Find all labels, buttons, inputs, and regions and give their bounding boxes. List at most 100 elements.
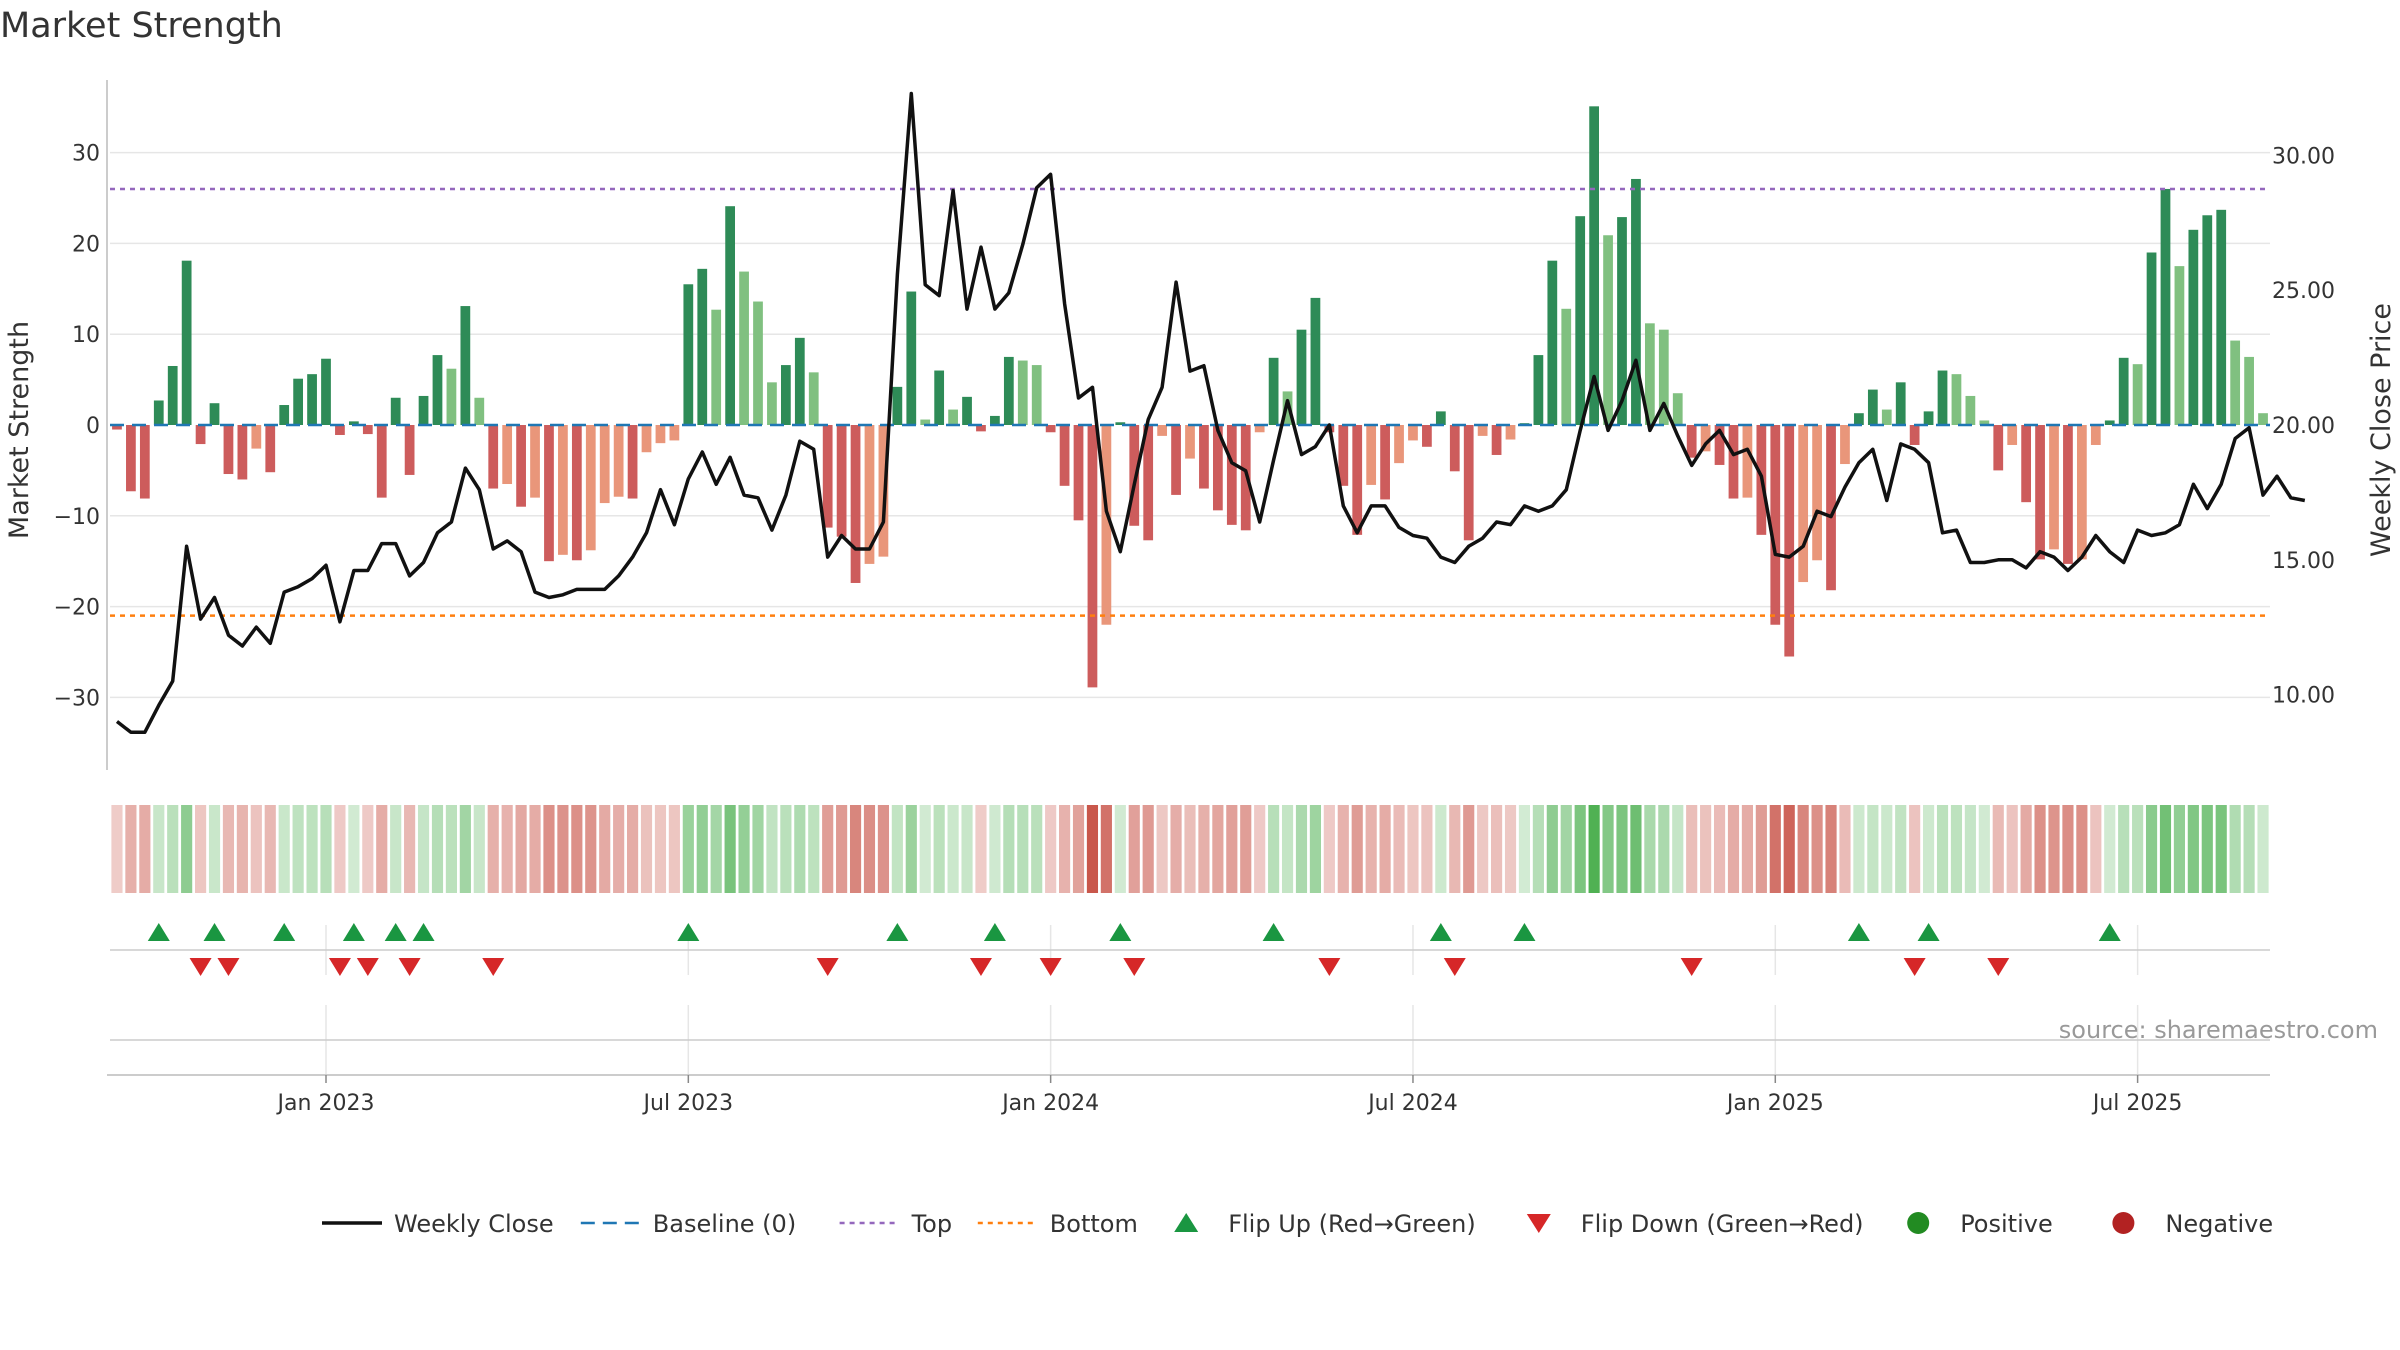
strength-bar [1045, 425, 1056, 433]
strength-bar [1101, 425, 1112, 625]
strength-bar [1937, 370, 1948, 425]
legend-label: Flip Up (Red→Green) [1228, 1210, 1476, 1238]
heat-cell [2243, 805, 2255, 893]
heat-cell [599, 805, 611, 893]
heat-cell [1449, 805, 1461, 893]
flip-up-marker [886, 923, 909, 941]
strength-bar [1031, 365, 1042, 425]
strength-bar [1059, 425, 1070, 486]
strength-bar [669, 425, 680, 441]
heat-cell [1435, 805, 1447, 893]
strength-bar [516, 425, 526, 507]
heat-cell [1909, 805, 1921, 893]
strength-bar [2063, 425, 2073, 564]
flip-down-marker [189, 958, 212, 976]
strength-bar [348, 421, 359, 425]
heat-cell [877, 805, 889, 893]
strength-bar [1087, 425, 1098, 688]
flip-up-marker [147, 923, 170, 941]
strength-bar [1352, 425, 1363, 535]
heat-cell [1672, 805, 1684, 893]
y2-tick-label: 25.00 [2272, 279, 2335, 304]
heat-cell [334, 805, 346, 893]
heat-cell [640, 805, 653, 893]
strength-bar [279, 405, 290, 425]
strength-bar [683, 284, 694, 425]
heat-cell [362, 805, 374, 893]
strength-bar [1449, 425, 1460, 472]
heat-cell [222, 805, 235, 893]
strength-bar [1742, 425, 1753, 498]
heat-cell [752, 805, 764, 893]
strength-bar [1282, 391, 1293, 425]
legend-label: Baseline (0) [653, 1210, 796, 1238]
chart-title: Market Strength [0, 6, 283, 46]
flip-up-marker [1917, 923, 1940, 941]
heat-cell [682, 805, 694, 893]
flip-down-marker [328, 958, 351, 976]
heat-cell [627, 805, 639, 893]
heat-cell [724, 805, 736, 893]
heat-cell [1365, 805, 1377, 893]
heat-cell [2159, 805, 2172, 893]
strength-bar [251, 425, 262, 449]
strength-bar [1672, 393, 1683, 425]
strength-bar [1686, 425, 1697, 458]
heat-cell [1741, 805, 1753, 893]
strength-bar [2244, 356, 2254, 425]
x-tick-label: Jan 2025 [1725, 1091, 1824, 1116]
heat-cell [348, 805, 360, 893]
strength-bar [990, 415, 1000, 425]
strength-bar [1463, 425, 1474, 541]
strength-bar [753, 301, 763, 425]
strength-bar [627, 425, 638, 499]
heat-cell [2257, 805, 2269, 893]
heat-cell [1797, 805, 1809, 893]
strength-bar [2021, 425, 2032, 503]
heat-cell [1170, 805, 1182, 893]
heat-cell [1867, 805, 1879, 893]
strength-bar [488, 425, 499, 489]
flip-up-marker [1262, 923, 1285, 941]
strength-bar [1547, 260, 1558, 425]
strength-bar [1784, 425, 1795, 657]
strength-bar [808, 372, 819, 425]
flip-down-marker [1987, 958, 2010, 976]
heat-cell [1574, 805, 1586, 893]
y-tick-label: 0 [86, 414, 100, 439]
legend-flip-up-swatch [1174, 1213, 1199, 1232]
y-axis-title: Market Strength [4, 321, 35, 539]
x-tick-label: Jan 2024 [1000, 1091, 1099, 1116]
heat-cell [1156, 805, 1168, 893]
strength-bar [850, 425, 861, 583]
heat-cell [1630, 805, 1642, 893]
strength-bar [1979, 420, 1990, 425]
strength-bar [502, 425, 513, 485]
strength-bar [892, 386, 903, 425]
heat-cell [2034, 805, 2046, 893]
strength-bar [195, 425, 206, 445]
heat-cell [1059, 805, 1071, 893]
strength-bar [2049, 425, 2059, 550]
strength-bar [2007, 425, 2018, 445]
heat-cell [989, 805, 1001, 893]
heat-cell [1950, 805, 1963, 893]
heat-cell [111, 805, 123, 893]
heat-cell [1616, 805, 1628, 893]
heat-cell [1072, 805, 1085, 893]
strength-bar [1408, 425, 1418, 441]
flip-down-marker [816, 958, 839, 976]
strength-bar [2132, 364, 2143, 425]
flip-up-marker [983, 923, 1006, 941]
legend-positive-swatch [1907, 1212, 1930, 1234]
strength-bar [1575, 216, 1586, 425]
heat-cell [292, 805, 304, 893]
strength-bar [1867, 389, 1878, 425]
strength-bar [2104, 420, 2115, 425]
strength-bar [265, 425, 276, 473]
heat-cell [487, 805, 499, 893]
heat-cell [404, 805, 416, 893]
heat-cell [2076, 805, 2088, 893]
heat-cell [557, 805, 569, 893]
